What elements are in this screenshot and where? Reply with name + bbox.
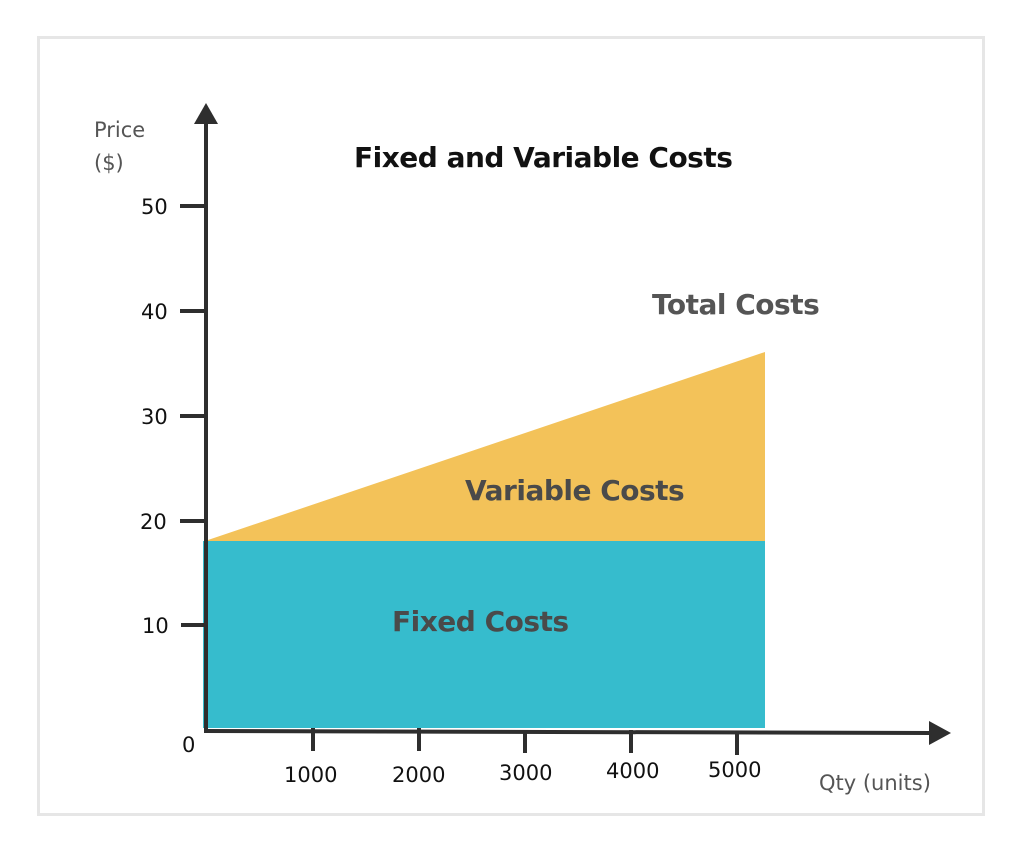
origin-label: 0 (182, 733, 195, 757)
x-axis-line (203, 729, 931, 735)
y-tick-label: 10 (142, 614, 169, 638)
y-ticks (180, 204, 206, 627)
fixed-costs-area (203, 541, 765, 728)
y-tick-label: 50 (141, 195, 168, 219)
x-tick-label: 1000 (284, 763, 337, 787)
y-tick-label: 40 (141, 300, 168, 324)
y-axis-label-line2: ($) (94, 151, 124, 175)
total-costs-label: Total Costs (652, 288, 819, 321)
x-axis-arrow-icon (929, 721, 951, 745)
x-axis-label: Qty (units) (819, 771, 931, 795)
y-tick-label: 30 (141, 405, 168, 429)
x-ticks (311, 728, 739, 755)
x-tick-label: 3000 (499, 761, 552, 785)
x-tick-label: 2000 (392, 763, 445, 787)
variable-costs-area (205, 352, 765, 541)
y-axis-arrow-icon (194, 103, 218, 124)
y-axis-label-line1: Price (94, 118, 145, 142)
chart-title: Fixed and Variable Costs (354, 141, 732, 174)
variable-costs-label: Variable Costs (465, 474, 684, 507)
x-tick-label: 4000 (606, 759, 659, 783)
y-tick-label: 20 (140, 510, 167, 534)
fixed-costs-label: Fixed Costs (392, 605, 569, 638)
x-tick-label: 5000 (708, 758, 761, 782)
